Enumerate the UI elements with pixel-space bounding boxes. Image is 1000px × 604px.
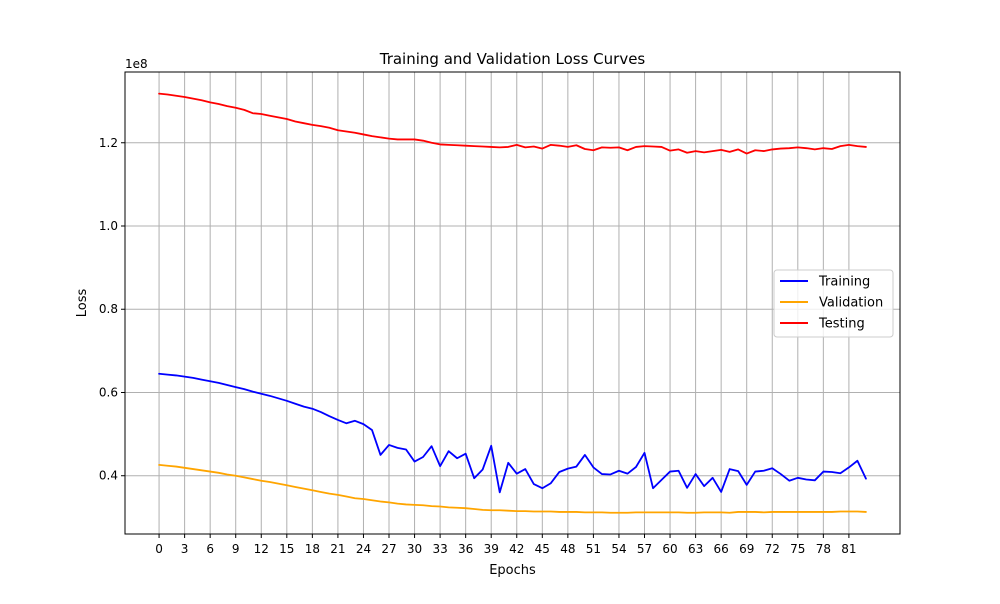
series-line-training	[158, 372, 867, 494]
series-line-validation	[158, 464, 867, 514]
x-tick-label: 81	[841, 542, 856, 556]
x-tick-label: 3	[181, 542, 189, 556]
y-tick-label: 0.8	[99, 302, 118, 316]
y-axis-ticks: 0.4 0.6 0.8 1.0 1.2	[99, 136, 125, 483]
x-tick-label: 12	[254, 542, 269, 556]
y-tick-label: 0.4	[99, 469, 118, 483]
x-tick-label: 75	[790, 542, 805, 556]
y-tick-label: 0.6	[99, 385, 118, 399]
grid-lines	[125, 72, 900, 534]
plot-frame	[124, 71, 901, 535]
x-tick-label: 30	[407, 542, 422, 556]
x-tick-label: 72	[765, 542, 780, 556]
x-tick-label: 54	[611, 542, 626, 556]
legend-box	[773, 269, 894, 338]
x-tick-label: 48	[560, 542, 575, 556]
legend-entries: Training Validation Testing	[780, 275, 883, 332]
x-tick-label: 39	[484, 542, 499, 556]
x-tick-label: 69	[739, 542, 754, 556]
x-tick-label: 42	[509, 542, 524, 556]
x-tick-label: 27	[381, 542, 396, 556]
x-tick-label: 45	[535, 542, 550, 556]
y-tick-label: 1.2	[99, 136, 118, 150]
x-tick-label: 51	[586, 542, 601, 556]
x-axis-label: Epochs	[489, 563, 536, 578]
y-tick-label: 1.0	[99, 219, 118, 233]
x-tick-label: 78	[816, 542, 831, 556]
x-tick-label: 63	[688, 542, 703, 556]
x-tick-label: 9	[232, 542, 240, 556]
x-axis-ticks: 0 3 6 9 12 15 18 21 24 27 30 33 36 39 42 45 48 51 54 57 60 63…	[155, 534, 857, 556]
y-axis-offset-label: 1e8	[125, 57, 148, 71]
legend: Training Validation Testing	[773, 269, 894, 338]
x-tick-label: 57	[637, 542, 652, 556]
x-tick-label: 18	[305, 542, 320, 556]
x-tick-label: 6	[206, 542, 214, 556]
series-lines	[158, 92, 867, 514]
y-axis-label: Loss	[75, 289, 90, 318]
legend-label-validation: Validation	[819, 296, 883, 311]
x-tick-label: 60	[662, 542, 677, 556]
x-tick-label: 0	[155, 542, 163, 556]
x-tick-label: 21	[330, 542, 345, 556]
legend-label-training: Training	[818, 275, 870, 290]
x-tick-label: 33	[432, 542, 447, 556]
x-tick-label: 36	[458, 542, 473, 556]
x-tick-label: 24	[356, 542, 371, 556]
x-tick-label: 15	[279, 542, 294, 556]
series-line-testing	[158, 92, 867, 155]
x-tick-label: 66	[714, 542, 729, 556]
legend-label-testing: Testing	[818, 317, 865, 332]
chart-title: Training and Validation Loss Curves	[379, 50, 646, 68]
